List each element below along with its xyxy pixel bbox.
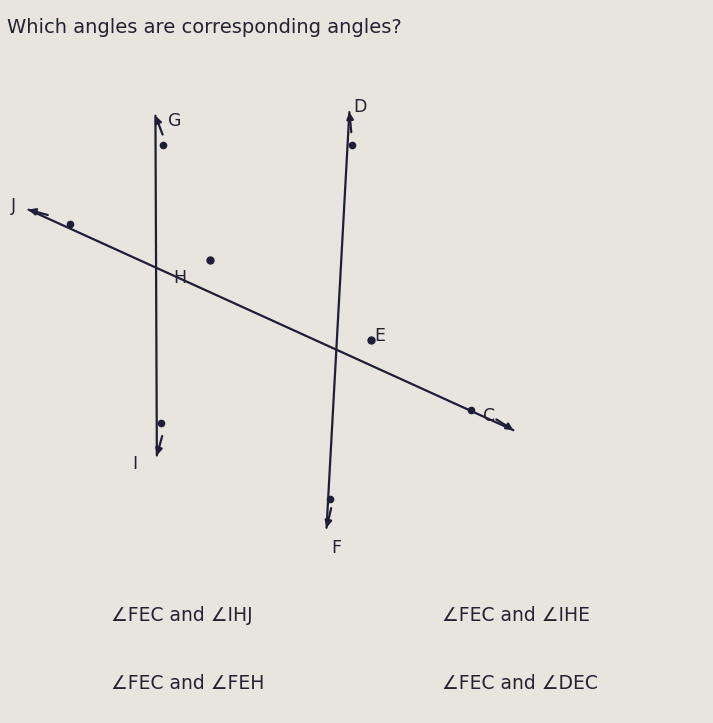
Text: I: I — [132, 455, 137, 474]
Text: E: E — [374, 328, 385, 345]
Text: ∠FEC and ∠IHJ: ∠FEC and ∠IHJ — [111, 607, 252, 625]
Text: C: C — [483, 407, 496, 424]
Text: F: F — [331, 539, 341, 557]
Text: H: H — [174, 269, 187, 287]
Text: ∠FEC and ∠IHE: ∠FEC and ∠IHE — [442, 607, 590, 625]
Text: ∠FEC and ∠FEH: ∠FEC and ∠FEH — [111, 674, 264, 693]
Text: D: D — [354, 98, 367, 116]
Text: J: J — [11, 197, 16, 215]
Text: G: G — [168, 112, 181, 130]
Text: Which angles are corresponding angles?: Which angles are corresponding angles? — [7, 18, 402, 37]
Text: ∠FEC and ∠DEC: ∠FEC and ∠DEC — [442, 674, 598, 693]
